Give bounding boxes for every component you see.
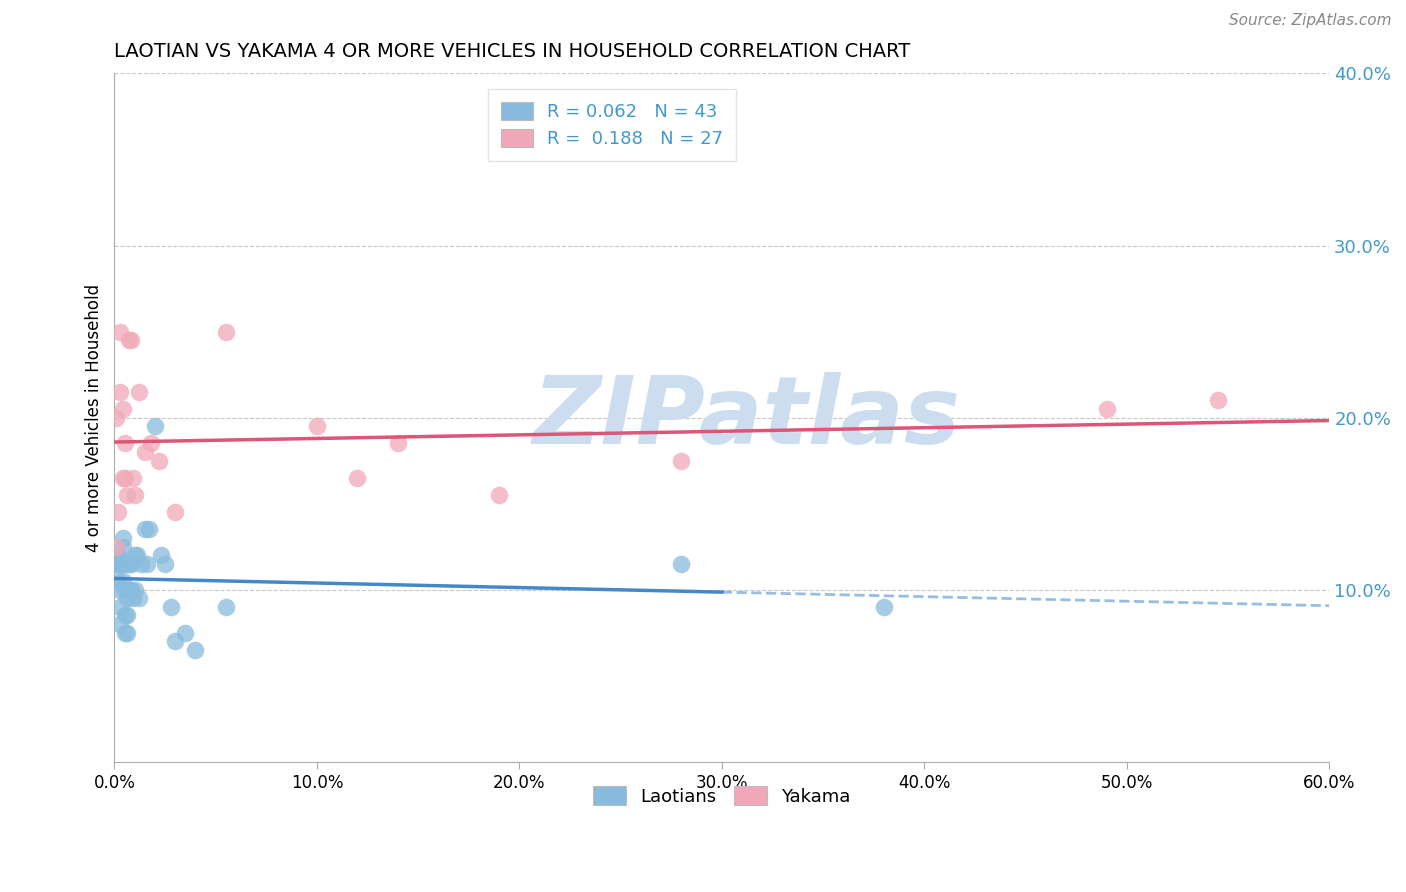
Point <box>111 402 134 417</box>
Point <box>1095 402 1118 417</box>
Point <box>125 548 148 562</box>
Point <box>105 540 128 554</box>
Point <box>111 574 134 588</box>
Text: ZIPatlas: ZIPatlas <box>531 372 960 464</box>
Point <box>184 643 207 657</box>
Point <box>124 582 146 597</box>
Point <box>129 557 152 571</box>
Point <box>671 557 693 571</box>
Point <box>110 384 132 399</box>
Point <box>107 574 129 588</box>
Point <box>305 419 328 434</box>
Point <box>124 488 146 502</box>
Point <box>671 453 693 467</box>
Point <box>111 531 134 545</box>
Point <box>110 325 132 339</box>
Point <box>107 557 129 571</box>
Point <box>105 557 128 571</box>
Point <box>215 599 238 614</box>
Point <box>143 419 166 434</box>
Point <box>128 384 150 399</box>
Point <box>346 471 368 485</box>
Point <box>117 557 139 571</box>
Point <box>174 625 197 640</box>
Text: Source: ZipAtlas.com: Source: ZipAtlas.com <box>1229 13 1392 29</box>
Point <box>134 523 156 537</box>
Point <box>117 582 139 597</box>
Text: LAOTIAN VS YAKAMA 4 OR MORE VEHICLES IN HOUSEHOLD CORRELATION CHART: LAOTIAN VS YAKAMA 4 OR MORE VEHICLES IN … <box>114 42 911 61</box>
Point <box>115 488 138 502</box>
Legend: Laotians, Yakama: Laotians, Yakama <box>583 777 859 814</box>
Point <box>1206 393 1229 408</box>
Point <box>128 591 150 606</box>
Point <box>105 548 128 562</box>
Point <box>120 557 142 571</box>
Point <box>165 505 187 519</box>
Point <box>111 557 134 571</box>
Point <box>165 634 187 648</box>
Point <box>115 608 138 623</box>
Point <box>114 608 136 623</box>
Point <box>110 617 132 632</box>
Point <box>120 582 142 597</box>
Point <box>115 625 138 640</box>
Point <box>488 488 510 502</box>
Point <box>139 436 162 450</box>
Point <box>215 325 238 339</box>
Point <box>160 599 183 614</box>
Point <box>114 625 136 640</box>
Point <box>153 557 176 571</box>
Point <box>110 582 132 597</box>
Point <box>105 410 128 425</box>
Point <box>873 599 896 614</box>
Point <box>114 471 136 485</box>
Point <box>110 557 132 571</box>
Point <box>134 445 156 459</box>
Point <box>120 333 142 347</box>
Point <box>114 582 136 597</box>
Point <box>111 540 134 554</box>
Point <box>148 453 170 467</box>
Point <box>114 557 136 571</box>
Point <box>114 436 136 450</box>
Point <box>387 436 409 450</box>
Point <box>111 471 134 485</box>
Point <box>115 591 138 606</box>
Point <box>149 548 172 562</box>
Point <box>121 591 143 606</box>
Point <box>110 599 132 614</box>
Point <box>135 557 157 571</box>
Point <box>117 333 139 347</box>
Point <box>107 548 129 562</box>
Point <box>107 505 129 519</box>
Point <box>124 548 146 562</box>
Point <box>121 471 143 485</box>
Y-axis label: 4 or more Vehicles in Household: 4 or more Vehicles in Household <box>86 284 103 551</box>
Point <box>138 523 160 537</box>
